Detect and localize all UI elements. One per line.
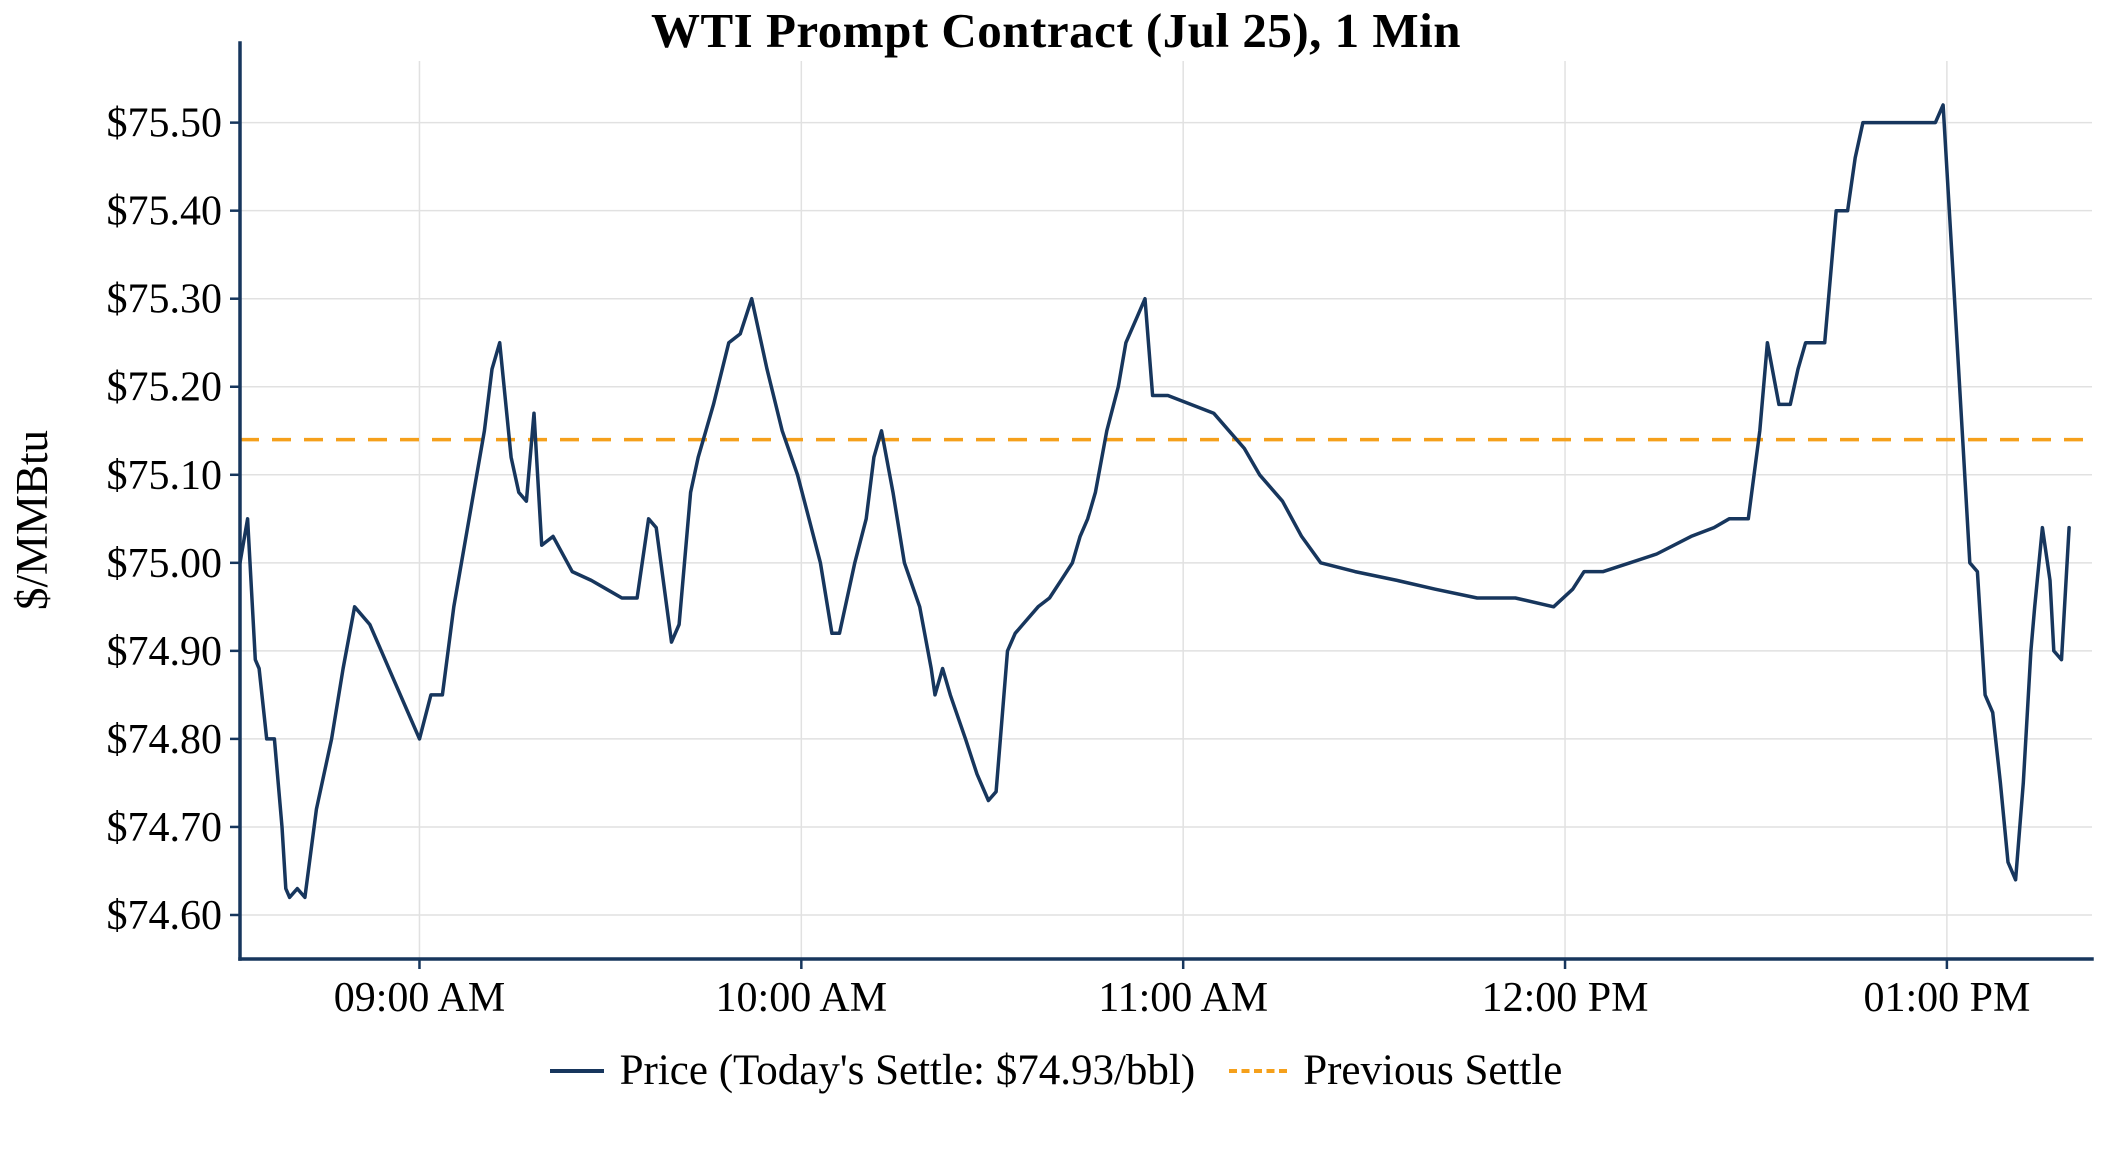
y-tick-label: $74.80 [107,717,223,763]
x-tick-label: 11:00 AM [1098,975,1268,1021]
legend-item-previous-settle: Previous Settle [1229,1046,1562,1095]
legend: Price (Today's Settle: $74.93/bbl) Previ… [0,1046,2112,1095]
previous-settle-swatch [1229,1068,1288,1073]
y-tick-label: $74.90 [107,629,223,675]
legend-previous-settle-label: Previous Settle [1303,1047,1563,1094]
y-tick-label: $74.60 [107,893,223,939]
y-tick-label: $75.40 [107,189,223,235]
price-line [238,103,2071,900]
legend-price-label: Price (Today's Settle: $74.93/bbl) [619,1047,1196,1094]
x-tick-label: 01:00 PM [1863,975,2030,1021]
y-tick-label: $75.00 [107,541,223,587]
x-tick-label: 10:00 AM [716,975,888,1021]
y-tick-label: $75.10 [107,453,223,499]
price-line-swatch [549,1068,604,1073]
y-tick-label: $74.70 [107,805,223,851]
y-tick-label: $75.50 [107,101,223,147]
legend-item-price: Price (Today's Settle: $74.93/bbl) [549,1046,1196,1095]
x-tick-label: 12:00 PM [1482,975,1649,1021]
y-tick-label: $75.20 [107,365,223,411]
chart-title: WTI Prompt Contract (Jul 25), 1 Min [650,3,1462,58]
y-tick-label: $75.30 [107,277,223,323]
x-tick-label: 09:00 AM [334,975,506,1021]
